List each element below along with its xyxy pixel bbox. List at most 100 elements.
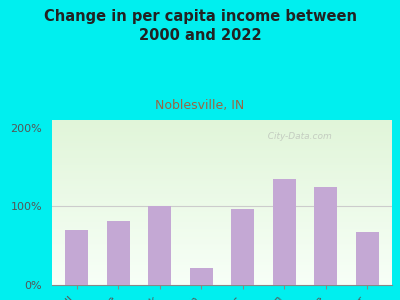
Bar <box>52 232 392 234</box>
Bar <box>52 135 392 137</box>
Bar <box>52 230 392 232</box>
Bar <box>52 234 392 236</box>
Bar <box>52 130 392 131</box>
Bar <box>231 209 254 285</box>
Bar <box>52 201 392 203</box>
Bar <box>52 123 392 125</box>
Bar <box>52 150 392 151</box>
Bar <box>52 188 392 189</box>
Bar <box>52 183 392 184</box>
Bar <box>52 278 392 280</box>
Bar <box>52 274 392 275</box>
Bar <box>52 189 392 191</box>
Bar <box>52 241 392 242</box>
Bar <box>107 220 130 285</box>
Bar <box>52 122 392 123</box>
Bar <box>52 146 392 148</box>
Bar <box>52 181 392 183</box>
Bar <box>52 127 392 128</box>
Text: City-Data.com: City-Data.com <box>262 132 332 141</box>
Bar <box>52 236 392 237</box>
Bar <box>356 232 378 285</box>
Bar <box>52 145 392 146</box>
Bar <box>52 161 392 163</box>
Bar <box>52 148 392 150</box>
Bar <box>52 270 392 272</box>
Text: Change in per capita income between
2000 and 2022: Change in per capita income between 2000… <box>44 9 356 43</box>
Bar <box>52 247 392 249</box>
Bar <box>52 250 392 252</box>
Bar <box>52 138 392 140</box>
Bar <box>52 217 392 219</box>
Bar <box>52 191 392 193</box>
Bar <box>52 211 392 212</box>
Bar <box>52 265 392 267</box>
Bar <box>52 227 392 229</box>
Bar <box>52 202 392 204</box>
Bar <box>52 163 392 164</box>
Bar <box>52 171 392 173</box>
Bar <box>52 186 392 188</box>
Bar <box>52 219 392 220</box>
Bar <box>52 283 392 285</box>
Bar <box>52 133 392 135</box>
Bar <box>52 199 392 201</box>
Bar <box>314 187 337 285</box>
Bar <box>52 120 392 122</box>
Bar <box>52 272 392 274</box>
Bar <box>52 242 392 244</box>
Bar <box>52 125 392 127</box>
Bar <box>52 245 392 247</box>
Bar <box>52 216 392 217</box>
Bar <box>52 156 392 158</box>
Bar <box>52 252 392 254</box>
Bar <box>52 173 392 174</box>
Bar <box>52 206 392 208</box>
Bar <box>52 193 392 194</box>
Bar <box>52 244 392 245</box>
Bar <box>52 158 392 160</box>
Bar <box>52 222 392 224</box>
Bar <box>52 282 392 283</box>
Bar <box>66 230 88 285</box>
Bar <box>52 179 392 181</box>
Bar <box>52 154 392 156</box>
Bar <box>52 229 392 230</box>
Bar <box>52 169 392 171</box>
Bar <box>52 254 392 255</box>
Bar <box>52 166 392 168</box>
Bar <box>52 209 392 211</box>
Bar <box>52 255 392 257</box>
Bar <box>52 220 392 222</box>
Bar <box>52 131 392 133</box>
Bar <box>52 160 392 161</box>
Bar <box>52 208 392 209</box>
Bar <box>52 204 392 206</box>
Bar <box>52 136 392 138</box>
Bar <box>52 280 392 282</box>
Bar <box>52 176 392 178</box>
Bar <box>52 178 392 179</box>
Bar <box>52 259 392 260</box>
Bar <box>52 194 392 196</box>
Bar <box>52 141 392 143</box>
Bar <box>52 249 392 250</box>
Bar <box>52 174 392 176</box>
Bar <box>52 184 392 186</box>
Bar <box>52 260 392 262</box>
Bar <box>52 140 392 141</box>
Text: Noblesville, IN: Noblesville, IN <box>155 99 245 112</box>
Bar <box>52 224 392 226</box>
Bar <box>52 267 392 268</box>
Bar <box>52 277 392 278</box>
Bar <box>52 275 392 277</box>
Bar <box>52 262 392 263</box>
Bar <box>52 226 392 227</box>
Bar <box>52 214 392 216</box>
Bar <box>52 128 392 130</box>
Bar <box>52 168 392 169</box>
Bar <box>52 151 392 153</box>
Bar <box>52 197 392 199</box>
Bar <box>52 263 392 265</box>
Bar <box>52 257 392 259</box>
